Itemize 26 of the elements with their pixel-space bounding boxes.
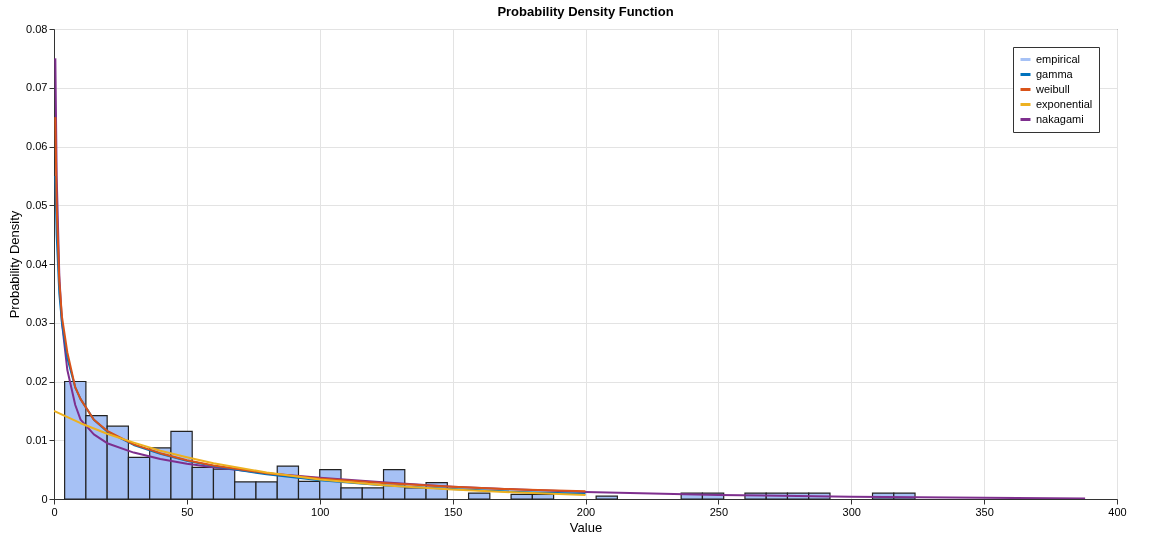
y-tick-label: 0	[41, 492, 48, 505]
x-tick-label: 400	[1108, 505, 1127, 518]
legend-label: nakagami	[1036, 112, 1084, 125]
x-axis-title: Value	[569, 519, 603, 535]
x-tick-label: 300	[842, 505, 861, 518]
y-tick-label: 0.04	[26, 257, 48, 270]
legend-label: gamma	[1036, 67, 1074, 80]
y-tick-label: 0.07	[26, 81, 48, 94]
y-tick-label: 0.02	[26, 375, 48, 387]
y-tick-label: 0.03	[26, 316, 48, 329]
y-tick-label: 0.05	[26, 198, 48, 211]
legend-label: exponential	[1036, 97, 1093, 110]
y-tick-label: 0.01	[26, 433, 48, 446]
legend-label: weibull	[1035, 82, 1070, 95]
x-tick-label: 350	[975, 505, 994, 518]
x-tick-label: 150	[443, 505, 463, 518]
y-tick-label: 0.08	[26, 22, 48, 35]
legend-label: empirical	[1036, 52, 1081, 65]
x-tick-label: 0	[51, 505, 58, 518]
x-tick-label: 100	[311, 505, 330, 518]
y-tick-label: 0.06	[26, 140, 48, 152]
x-tick-label: 250	[709, 505, 729, 518]
x-tick-label: 50	[181, 505, 194, 518]
x-tick-label: 200	[576, 505, 596, 518]
y-axis-title: Probability Density	[7, 210, 23, 319]
chart-title: Probability Density Function	[497, 4, 674, 19]
